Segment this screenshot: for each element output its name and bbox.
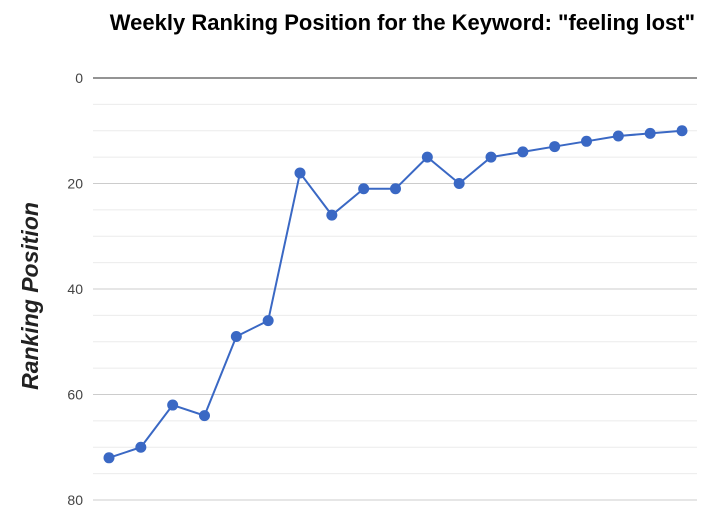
series-line — [109, 131, 682, 458]
y-tick-label: 40 — [67, 281, 83, 297]
y-axis-ticks: 0 20 40 60 80 — [67, 70, 83, 508]
data-point-2[interactable] — [135, 442, 146, 453]
series-ranking — [104, 125, 688, 463]
y-tick-label: 60 — [67, 387, 83, 403]
y-axis-label: Ranking Position — [17, 202, 43, 390]
data-point-3[interactable] — [167, 400, 178, 411]
data-point-11[interactable] — [422, 152, 433, 163]
data-point-15[interactable] — [549, 141, 560, 152]
data-point-7[interactable] — [295, 167, 306, 178]
data-point-18[interactable] — [645, 128, 656, 139]
data-point-19[interactable] — [677, 125, 688, 136]
data-point-16[interactable] — [581, 136, 592, 147]
data-point-14[interactable] — [517, 146, 528, 157]
y-tick-label: 0 — [75, 70, 83, 86]
y-tick-label: 80 — [67, 492, 83, 508]
data-point-8[interactable] — [326, 210, 337, 221]
data-point-10[interactable] — [390, 183, 401, 194]
data-point-12[interactable] — [454, 178, 465, 189]
data-point-9[interactable] — [358, 183, 369, 194]
data-point-1[interactable] — [104, 452, 115, 463]
data-point-6[interactable] — [263, 315, 274, 326]
data-point-4[interactable] — [199, 410, 210, 421]
data-point-17[interactable] — [613, 131, 624, 142]
data-point-13[interactable] — [486, 152, 497, 163]
data-point-5[interactable] — [231, 331, 242, 342]
grid-lines — [93, 78, 697, 500]
y-tick-label: 20 — [67, 176, 83, 192]
